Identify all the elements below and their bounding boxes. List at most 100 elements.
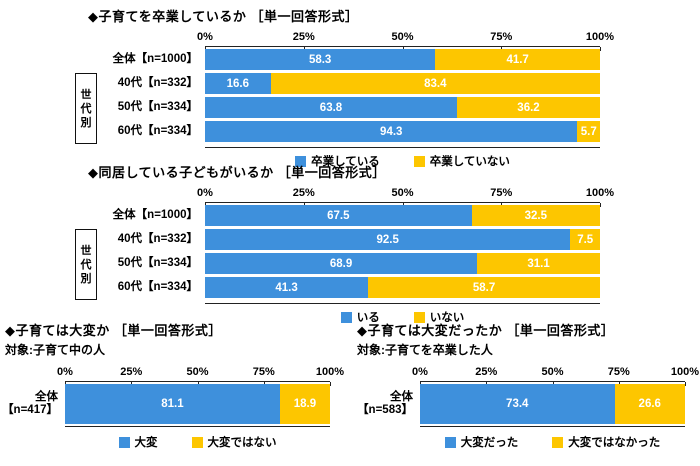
group-label-box: 世代別 [75,229,97,300]
x-axis: 0% 25% 50% 75% 100% [412,366,699,381]
x-axis-tick-label: 75% [252,366,275,378]
bar-segment-yellow: 32.5 [471,205,600,226]
bar-segment-blue: 92.5 [205,229,571,250]
chart-subtitle: 対象:子育てを卒業した人 [357,343,493,357]
x-axis-tick-label: 0% [57,366,73,378]
bar-row-label: 60代【n=334】 [118,277,205,298]
group-label-char: 世 [80,244,92,257]
bar-row: 全体 【n=583】 73.4 26.6 [357,384,685,424]
bar-row: 40代【n=332】 92.5 7.5 [118,229,600,250]
legend-label: 大変ではない [207,437,277,449]
bar-segment-blue: 67.5 [205,205,472,226]
bar-segment-blue: 58.3 [205,49,436,70]
bar-segment-yellow: 41.7 [435,49,600,70]
legend-swatch-yellow [191,436,203,448]
x-axis: 0% 25% 50% 75% 100% [57,366,344,381]
plot: 全体 【n=583】 73.4 26.6 [357,381,686,427]
bar-row-label: 全体【n=1000】 [113,49,205,70]
axis-tick-mark [685,382,686,386]
bar-segment-blue: 94.3 [205,121,578,142]
chart-graduated-from-parenting: ◆子育てを卒業しているか ［単一回答形式］ 0% 25% 50% 75% 100% 全体【… [0,6,700,169]
chart-subtitle: 対象:子育て中の人 [5,343,105,357]
legend-swatch-blue [340,311,352,323]
bar-row-label-line: 全体【n=1000】 [112,52,198,65]
bar-segment-blue: 73.4 [420,384,615,424]
plot: 全体【n=1000】 67.5 32.5 40代【n=332】 92.5 7.5 50代【n… [75,202,601,304]
bar-row: 40代【n=332】 16.6 83.4 [118,73,600,94]
bar-segment-blue: 68.9 [205,253,478,274]
bar-segment-blue: 81.1 [65,384,280,424]
bar-row-label: 50代【n=334】 [118,253,205,274]
x-axis-tick-label: 0% [197,187,213,199]
bar-segment-yellow: 36.2 [457,97,600,118]
legend-item: 卒業している [295,153,380,169]
chart-legend: いる いない [205,309,600,325]
x-axis-tick-label: 0% [412,366,428,378]
chart-child-living-together: ◆同居している子どもがいるか ［単一回答形式］ 0% 25% 50% 75% 100% 全… [0,162,700,325]
chart-parenting-hard-now: ◆子育ては大変か ［単一回答形式］ 対象:子育て中の人 0% 25% 50% 75% 1… [0,320,350,450]
bar-row-label-line: 全体 [390,390,413,403]
x-axis-tick-label: 0% [197,31,213,43]
bar-row-label: 全体 【n=417】 [2,384,65,424]
x-axis-tick-label: 25% [292,187,315,199]
legend-swatch-blue [444,436,456,448]
bar-segment-yellow: 7.5 [570,229,600,250]
legend-item: いない [413,309,465,325]
legend-item: 大変だった [444,434,518,450]
bar-segment-blue: 63.8 [205,97,457,118]
bar-row: 60代【n=334】 94.3 5.7 [118,121,600,142]
group-label-char: 別 [80,116,92,129]
bar-segment-blue: 16.6 [205,73,271,94]
bar-segment-yellow: 18.9 [279,384,330,424]
x-axis: 0% 25% 50% 75% 100% [197,31,614,46]
group-label-char: 世 [80,88,92,101]
chart-title: ◆子育ては大変だったか ［単一回答形式］ [357,323,615,338]
legend-item: 大変 [118,434,158,450]
bar-row-label-line: 全体【n=1000】 [112,208,198,221]
bar-row-label-line: 40代【n=332】 [117,76,198,89]
bar-row-label-line: 40代【n=332】 [117,232,198,245]
bar-row-label-line: 【n=583】 [357,404,413,416]
legend-label: 大変ではなかった [568,437,661,449]
legend-swatch-yellow [413,155,425,167]
bar-segment-yellow: 5.7 [577,121,600,142]
bar-row-label: 50代【n=334】 [118,97,205,118]
x-axis-tick-label: 75% [490,187,513,199]
legend-label: 大変 [134,437,158,449]
legend-swatch-blue [295,155,307,167]
legend-label: 卒業している [311,156,380,168]
chart-parenting-was-hard: ◆子育ては大変だったか ［単一回答形式］ 対象:子育てを卒業した人 0% 25% 5… [352,320,700,450]
legend-swatch-yellow [413,311,425,323]
chart-plot-area: 0% 25% 50% 75% 100% 全体 【n=417】 81.1 18.9 [2,366,344,427]
legend-label: いる [356,312,380,324]
bar-row: 全体【n=1000】 58.3 41.7 [113,49,600,70]
x-axis-tick-label: 50% [391,31,414,43]
legend-label: いない [429,312,465,324]
chart-title: ◆子育てを卒業しているか ［単一回答形式］ [88,9,359,24]
bar-segment-yellow: 26.6 [614,384,685,424]
plot: 全体 【n=417】 81.1 18.9 [2,381,331,427]
chart-title: ◆同居している子どもがいるか ［単一回答形式］ [88,165,386,180]
bar-row: 全体【n=1000】 67.5 32.5 [113,205,600,226]
bar-segment-blue: 41.3 [205,277,369,298]
bar-row: 全体 【n=417】 81.1 18.9 [2,384,330,424]
bar-row-label-line: 60代【n=334】 [117,124,198,137]
group-label-box: 世代別 [75,73,97,144]
x-axis-tick-label: 50% [186,366,209,378]
chart-legend: 大変だった 大変ではなかった [420,434,685,450]
bar-row-label: 40代【n=332】 [118,229,205,250]
bar-row-label: 全体 【n=583】 [357,384,420,424]
x-axis-tick-label: 100% [315,366,345,378]
legend-item: 大変ではなかった [552,434,660,450]
bar-row-label: 40代【n=332】 [118,73,205,94]
x-axis-tick-label: 100% [670,366,700,378]
x-axis-tick-label: 25% [120,366,143,378]
chart-legend: 大変 大変ではない [65,434,330,450]
legend-item: 卒業していない [413,153,510,169]
x-axis-tick-label: 75% [607,366,630,378]
chart-legend: 卒業している 卒業していない [205,153,600,169]
bar-segment-yellow: 83.4 [270,73,600,94]
x-axis-tick-label: 75% [490,31,513,43]
bar-row-label-line: 全体 [35,390,58,403]
bar-segment-yellow: 58.7 [368,277,600,298]
